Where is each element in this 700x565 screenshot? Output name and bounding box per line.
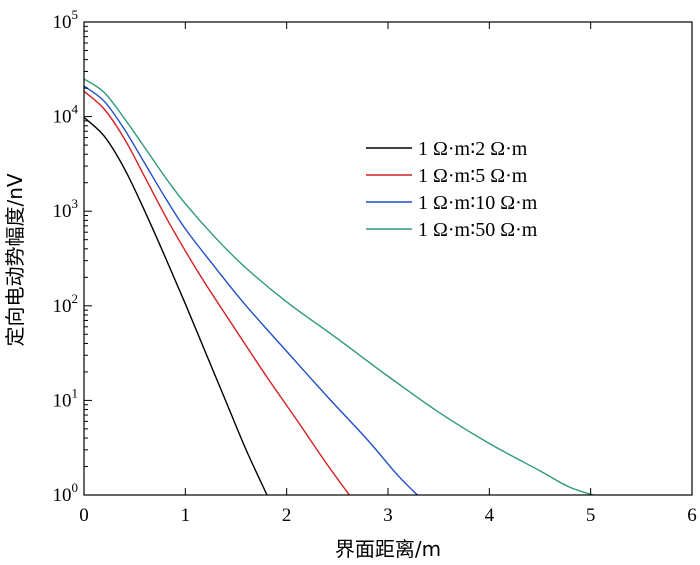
x-tick-label: 4 (485, 505, 495, 526)
series-line-4 (84, 78, 596, 495)
x-tick-label: 0 (79, 505, 89, 526)
plot-frame (83, 21, 693, 496)
y-tick-label: 104 (53, 102, 79, 128)
series-line-3 (84, 85, 419, 495)
series-line-2 (84, 90, 351, 495)
series-line-1 (84, 116, 268, 495)
y-tick-label: 100 (53, 480, 79, 506)
x-tick-label: 5 (586, 505, 596, 526)
legend-label: 1 Ω·m∶5 Ω·m (418, 165, 528, 187)
legend-label: 1 Ω·m∶2 Ω·m (418, 138, 528, 160)
y-axis-title: 定向电动势幅度/nV (3, 173, 27, 346)
x-tick-label: 3 (383, 505, 393, 526)
x-tick-label: 1 (181, 505, 191, 526)
legend: 1 Ω·m∶2 Ω·m 1 Ω·m∶5 Ω·m 1 Ω·m∶10 Ω·m 1 Ω·m∶… (366, 138, 538, 241)
y-tick-label: 102 (53, 291, 79, 317)
legend-label: 1 Ω·m∶50 Ω·m (418, 219, 538, 241)
y-tick-label: 103 (53, 196, 79, 222)
y-tick-label: 101 (53, 385, 79, 411)
series-layer (84, 78, 596, 495)
legend-label: 1 Ω·m∶10 Ω·m (418, 192, 538, 214)
axes-layer: 0 1 2 3 4 5 6 100 101 102 103 104 105 (53, 7, 697, 526)
y-tick-label: 105 (53, 7, 79, 33)
x-tick-label: 2 (282, 505, 292, 526)
x-tick-label: 6 (687, 505, 697, 526)
x-axis-title: 界面距离/m (335, 537, 441, 561)
